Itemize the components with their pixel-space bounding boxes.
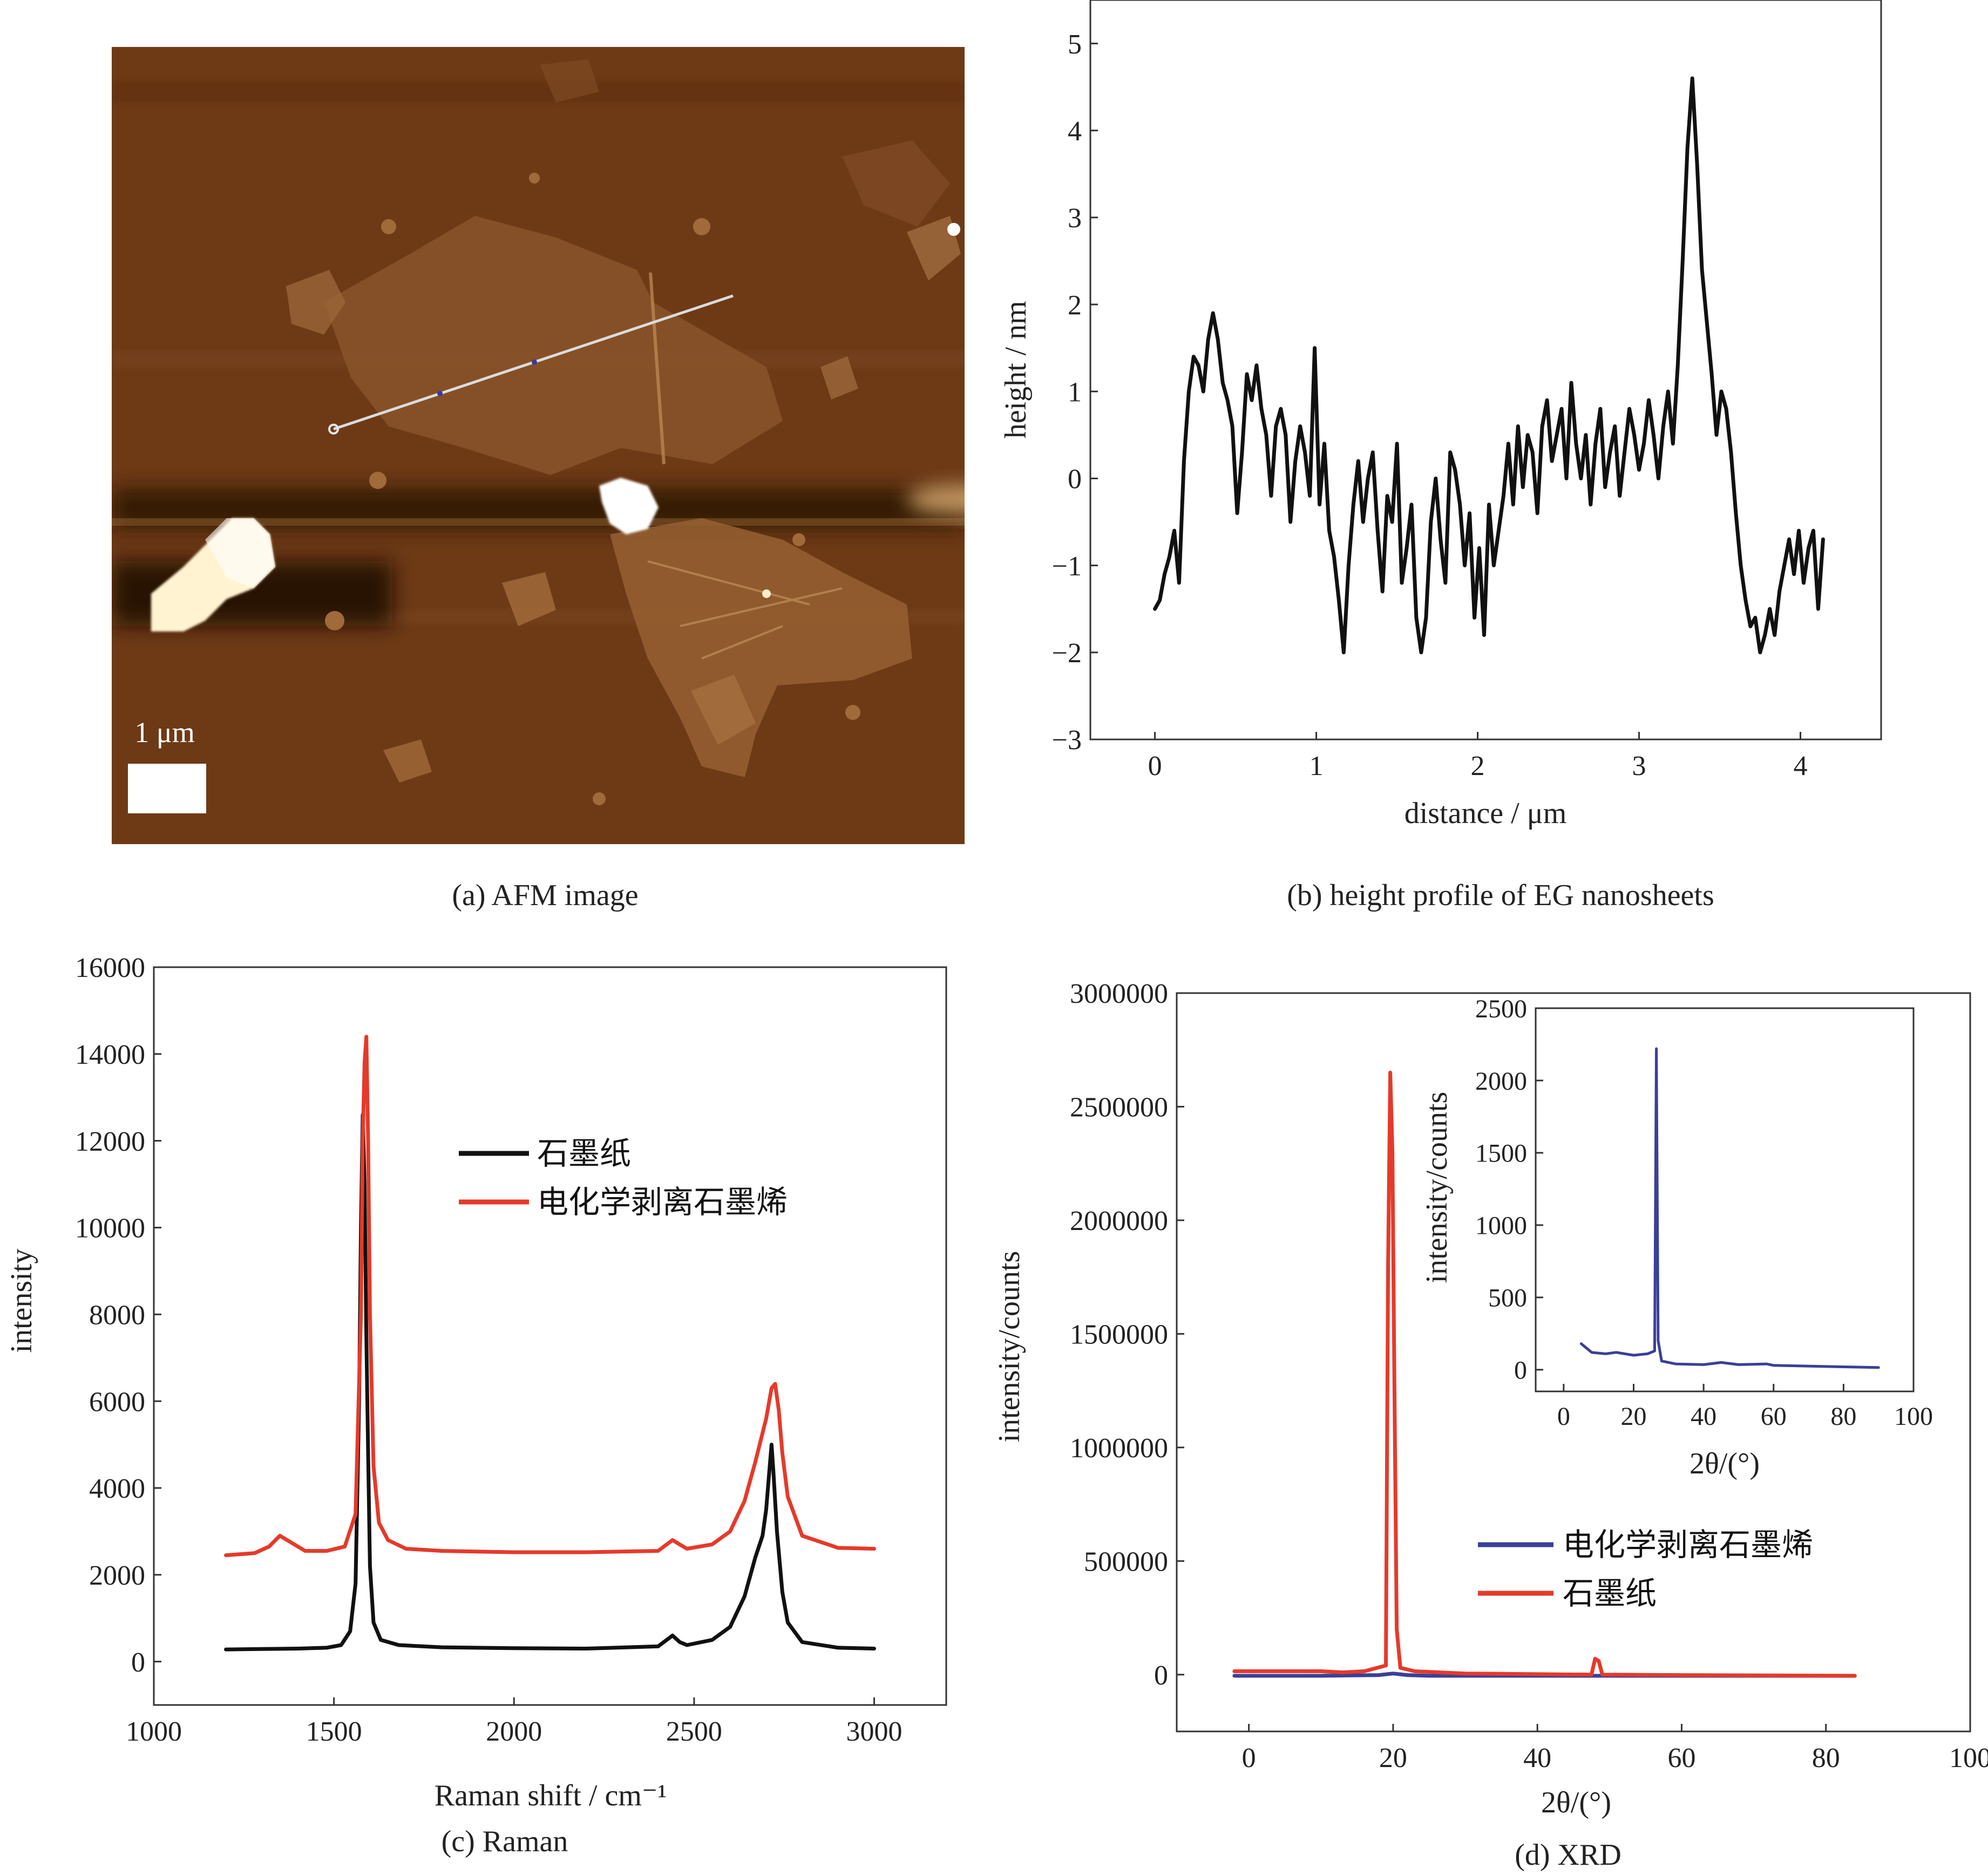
raman-ytick-label-2: 4000 [89, 1473, 145, 1504]
xrd-inset-xtick-label-1: 20 [1620, 1402, 1646, 1431]
xrd-inset-ytick-label-1: 500 [1488, 1284, 1527, 1313]
raman-panel: 1000 1500 2000 2500 3000 0 2000 4000 6000 8000 100… [5, 953, 947, 1858]
xrd-inset-xtick-label-0: 0 [1557, 1402, 1570, 1431]
xrd-panel: 0 20 40 60 80 1000500000100000015000002000000… [993, 979, 1988, 1872]
height-profile-series-0-line [1153, 76, 1825, 655]
plot-frame-c [153, 966, 947, 1706]
xrd-inset-ytick-label-2: 1000 [1475, 1212, 1527, 1240]
xrd-inset-ytick-label-0: 0 [1514, 1356, 1527, 1385]
height-profile-ytick-label-8: 5 [1068, 29, 1082, 60]
height-profile-ytick-label-7: 4 [1068, 116, 1082, 147]
xrd-ytick-label-1: 500000 [1084, 1547, 1168, 1578]
xrd-inset-xtick-label-3: 60 [1761, 1402, 1787, 1431]
caption-d: (d) XRD [1515, 1838, 1621, 1872]
height-profile-ytick-label-4: 1 [1068, 377, 1082, 407]
raman-legend: 石墨纸 电化学剥离石墨烯 [459, 1136, 788, 1220]
xrd-ytick-label-6: 3000000 [1070, 979, 1168, 1009]
height-profile-panel: 0 1 2 3 4 −3 −2 −1 0 1 2 3 4 5 distance / μm height /… [999, 0, 1882, 912]
height-profile-ytick-label-3: 0 [1068, 464, 1082, 495]
legend-label-eg: 电化学剥离石墨烯 [1563, 1527, 1813, 1562]
raman-xtick-label-4: 3000 [846, 1716, 903, 1747]
raman-series-0-line [224, 1112, 876, 1652]
afm-image-panel: 1 μm (a) AFM image [112, 47, 965, 912]
xrd-inset-ytick-label-4: 2000 [1475, 1067, 1527, 1096]
xrd-xtick-label-5: 100 [1949, 1743, 1988, 1774]
legend-label-graphite-paper: 石墨纸 [537, 1136, 631, 1171]
height-profile-ytick-label-2: −1 [1052, 551, 1082, 582]
inset-frame [1535, 1007, 1915, 1392]
caption-b: (b) height profile of EG nanosheets [1287, 879, 1714, 912]
height-profile-ytick-label-6: 3 [1068, 203, 1082, 234]
raman-plot: 1000 1500 2000 2500 3000 0 2000 4000 6000 8000 100… [75, 953, 903, 1747]
height-profile-xtick-label-2: 2 [1471, 751, 1485, 782]
height-profile-xtick-label-0: 0 [1148, 751, 1162, 782]
xrd-xtick-label-1: 20 [1379, 1743, 1407, 1774]
height-profile-xtick-label-4: 4 [1794, 751, 1808, 782]
raman-ytick-label-3: 6000 [89, 1387, 145, 1417]
legend-label-graphite-paper: 石墨纸 [1563, 1576, 1657, 1611]
xrd-ytick-label-3: 1500000 [1070, 1320, 1168, 1350]
xrd-ytick-label-4: 2000000 [1070, 1206, 1168, 1237]
raman-ytick-label-4: 8000 [89, 1300, 145, 1330]
raman-ytick-label-6: 12000 [75, 1126, 145, 1157]
raman-series-1-line [224, 1035, 876, 1558]
xlabel-b: distance / μm [1405, 797, 1567, 830]
raman-ytick-label-5: 10000 [75, 1213, 145, 1244]
xrd-xtick-label-3: 60 [1667, 1743, 1695, 1774]
xrd-plot: 0 20 40 60 80 1000500000100000015000002000000… [1070, 979, 1988, 1774]
xrd-legend: 电化学剥离石墨烯 石墨纸 [1478, 1527, 1813, 1611]
xrd-series-1-line [1232, 1070, 1857, 1678]
xrd-inset-xtick-label-5: 100 [1894, 1402, 1933, 1431]
legend-label-eg: 电化学剥离石墨烯 [537, 1185, 788, 1220]
height-profile-ytick-label-1: −2 [1052, 638, 1082, 669]
xlabel-c: Raman shift / cm⁻¹ [435, 1779, 667, 1812]
caption-c: (c) Raman [442, 1825, 568, 1858]
afm-image: 1 μm [112, 47, 965, 844]
raman-ytick-label-1: 2000 [89, 1560, 145, 1591]
height-profile-xtick-label-3: 3 [1632, 751, 1646, 782]
xrd-ytick-label-5: 2500000 [1070, 1092, 1168, 1123]
xrd-xtick-label-2: 40 [1523, 1743, 1551, 1774]
scale-bar-label: 1 μm [134, 716, 194, 749]
xrd-ytick-label-0: 0 [1154, 1660, 1168, 1691]
plot-frame-d [1176, 992, 1971, 1733]
raman-xtick-label-1: 1500 [306, 1716, 362, 1747]
ylabel-b: height / nm [999, 301, 1033, 438]
xlabel-d: 2θ/(°) [1541, 1786, 1611, 1819]
xrd-xtick-label-4: 80 [1812, 1743, 1840, 1774]
raman-ytick-label-7: 14000 [75, 1040, 145, 1070]
plot-frame-b [1089, 0, 1882, 741]
raman-xtick-label-0: 1000 [126, 1716, 182, 1747]
xrd-inset-ytick-label-3: 1500 [1475, 1139, 1527, 1168]
raman-ytick-label-8: 16000 [75, 953, 145, 983]
xrd-inset-xtick-label-2: 40 [1691, 1402, 1716, 1431]
xlabel-d-inset: 2θ/(°) [1690, 1447, 1760, 1480]
raman-ytick-label-0: 0 [131, 1647, 145, 1678]
xrd-inset-ytick-label-5: 2500 [1475, 995, 1527, 1023]
xrd-inset-xtick-label-4: 80 [1830, 1402, 1856, 1431]
caption-a: (a) AFM image [452, 879, 638, 912]
raman-xtick-label-2: 2000 [486, 1716, 542, 1747]
height-profile-ytick-label-5: 2 [1068, 290, 1082, 321]
height-profile-ytick-label-0: −3 [1052, 725, 1082, 756]
ylabel-c: intensity [5, 1249, 38, 1353]
ylabel-d-inset: intensity/counts [1420, 1092, 1454, 1283]
xrd-xtick-label-0: 0 [1242, 1743, 1256, 1774]
xrd-ytick-label-2: 1000000 [1070, 1433, 1168, 1464]
height-profile-plot: 0 1 2 3 4 −3 −2 −1 0 1 2 3 4 5 [1052, 29, 1825, 782]
xrd-inset-series-0-line [1579, 1047, 1880, 1369]
ylabel-d: intensity/counts [993, 1251, 1026, 1443]
height-profile-xtick-label-1: 1 [1309, 751, 1324, 782]
raman-xtick-label-3: 2500 [666, 1716, 722, 1747]
scale-bar [128, 764, 206, 813]
